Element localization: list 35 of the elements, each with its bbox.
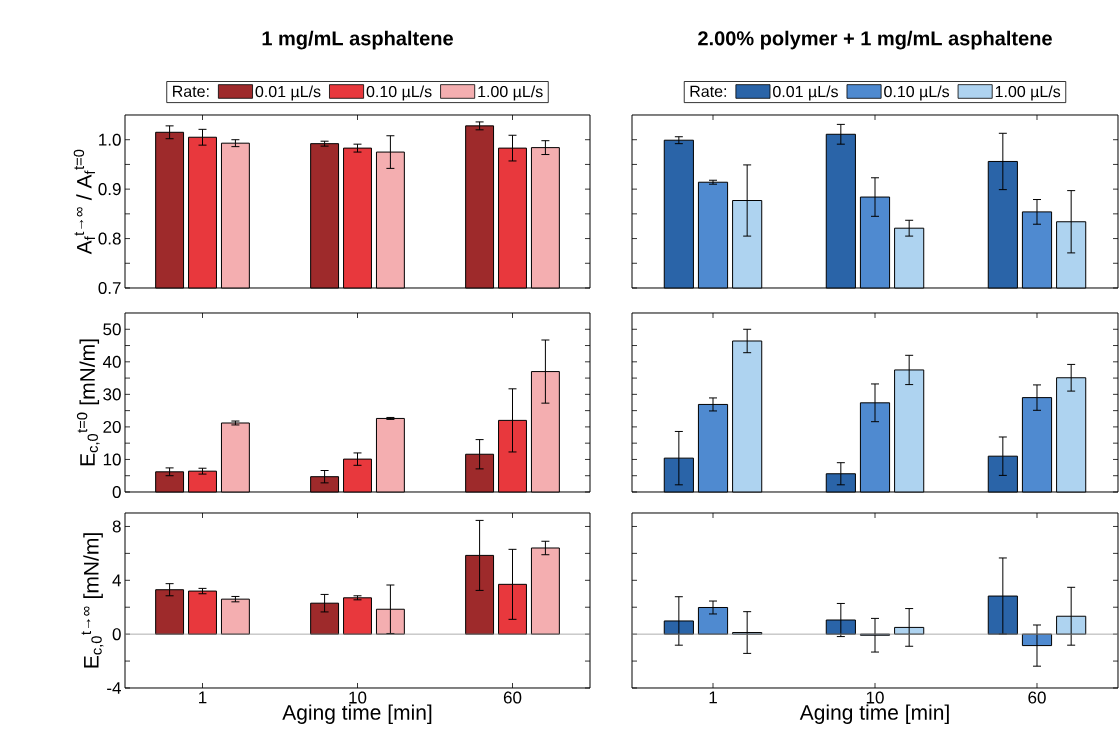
y-tick-label: 0	[112, 485, 121, 499]
y-tick-label: 30	[103, 388, 121, 401]
y-tick-label: 0	[112, 628, 121, 641]
y-tick-label: 20	[103, 420, 121, 433]
x-tick-label: 1	[199, 691, 207, 704]
legend-label: 0.10 µL/s	[884, 85, 950, 101]
y-tick-label: 0.9	[98, 183, 121, 196]
chart-title: 1 mg/mL asphaltene	[262, 30, 453, 50]
legend-label: 1.00 µL/s	[995, 85, 1061, 101]
x-tick-label: 60	[1028, 691, 1046, 704]
y-tick-label: 0.7	[98, 281, 121, 295]
y-tick-label: 4	[112, 574, 121, 587]
y-tick-label: 0.8	[98, 232, 121, 245]
legend-title: Rate:	[690, 85, 727, 97]
y-tick-label: 10	[103, 453, 121, 466]
y-axis-title: E$_{c,0}$$^{t=0}$ [mN/m]	[76, 339, 100, 466]
y-tick-label: 50	[103, 323, 121, 336]
x-axis-title: Aging time [min]	[799, 704, 949, 724]
legend-label: 0.10 µL/s	[366, 85, 432, 101]
y-axis-title: A$_{f}$$^{t→∞}$ / A$_{f}$t=0	[73, 149, 95, 255]
x-tick-label: 10	[349, 691, 367, 704]
legend-label: 0.01 µL/s	[255, 85, 321, 101]
y-tick-label: 8	[112, 520, 121, 533]
x-tick-label: 10	[866, 691, 884, 704]
y-tick-label: 1.0	[99, 133, 121, 146]
legend-title: Rate:	[173, 85, 209, 97]
y-tick-label: -4	[107, 682, 121, 694]
x-tick-label: 1	[709, 691, 717, 704]
chart-title: 2.00% polymer + 1 mg/mL asphaltene	[698, 30, 1052, 50]
y-tick-label: 40	[102, 355, 121, 368]
legend-label: 0.01 µL/s	[773, 85, 838, 101]
x-tick-label: 60	[503, 691, 522, 704]
legend-label: 1.00 µL/s	[478, 85, 543, 101]
y-axis-title: E$_{c,0}$$^{t→∞}$ [mN/m]	[81, 533, 104, 668]
x-axis-title: Aging time [min]	[282, 704, 432, 724]
